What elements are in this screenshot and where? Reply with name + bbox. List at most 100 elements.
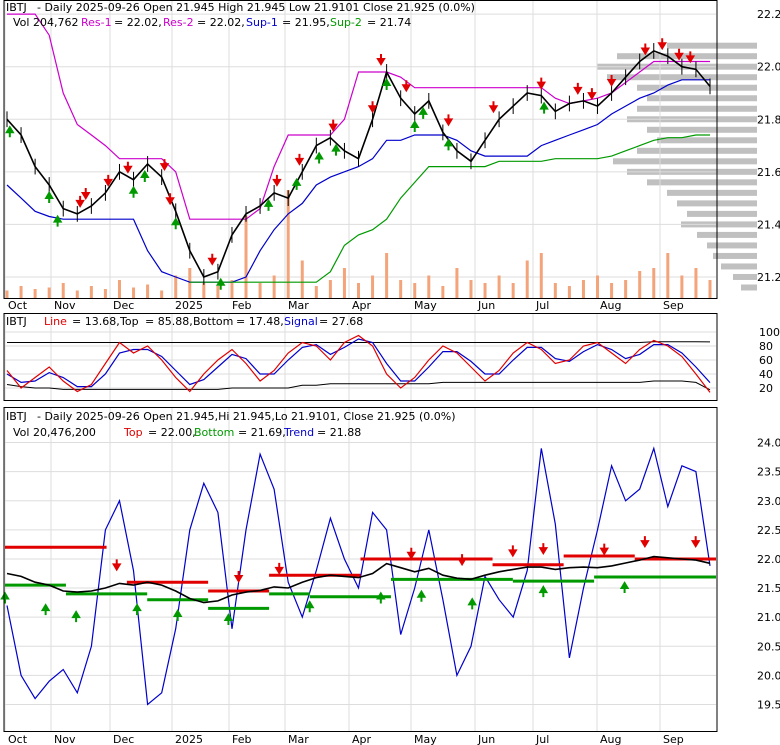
price-month-label: Nov: [54, 299, 76, 312]
volume-bar: [75, 290, 79, 298]
trend-month-label: Apr: [352, 733, 372, 745]
stoch-bottom-label: Bottom: [193, 315, 233, 328]
volume-profile-bar: [707, 242, 757, 249]
up-arrow: [291, 177, 302, 190]
volume-profile-bar: [697, 231, 757, 238]
down-arrow: [606, 74, 617, 87]
price-y-tick-label: 22.2: [757, 8, 780, 21]
volume-bar: [258, 283, 262, 298]
price-month-label: Oct: [8, 299, 28, 312]
down-arrow: [75, 195, 85, 208]
volume-profile-bar: [637, 147, 757, 154]
up-arrow: [170, 217, 181, 230]
up-arrow: [539, 101, 549, 114]
volume-bar: [497, 275, 501, 298]
stoch-series: [6, 334, 711, 393]
price-month-label: Sep: [663, 299, 684, 312]
volume-bar: [300, 260, 304, 298]
trend-oscillator-line: [6, 446, 711, 706]
trend-y-tick-label: 20.0: [757, 669, 780, 682]
res2-value: = 22.02,: [197, 16, 245, 29]
trend-y-tick-label: 21.5: [757, 582, 780, 595]
trend-price-line: [6, 555, 711, 604]
volume-bar: [652, 268, 656, 298]
down-arrow: [233, 571, 244, 583]
trend-trend-value: = 21.88: [317, 426, 361, 439]
stoch-main-line: [6, 334, 711, 393]
volume-bar: [216, 286, 220, 298]
volume-bar: [371, 275, 375, 298]
up-arrow: [538, 585, 549, 598]
volume-profile-bar: [647, 126, 757, 133]
trend-month-label: Nov: [54, 733, 76, 745]
trend-y-tick-label: 24.0: [757, 437, 780, 450]
down-arrow: [165, 193, 175, 206]
up-arrow: [376, 591, 386, 604]
volume-bar: [455, 268, 459, 298]
volume-profile-bar: [681, 221, 757, 228]
price-month-label: May: [414, 299, 437, 312]
stoch-y-tick-label: 100: [759, 326, 780, 339]
trend-month-labels: Oct Nov Dec 2025 Feb Mar Apr May Jun Jul Aug Sep: [8, 733, 684, 745]
price-month-label: Apr: [352, 299, 372, 312]
volume-bar: [399, 280, 403, 298]
down-arrow: [272, 174, 282, 187]
volume-bar: [244, 215, 248, 298]
down-arrow: [274, 562, 285, 575]
volume-bar: [694, 268, 698, 298]
stoch-signal-line: [6, 338, 711, 388]
volume-bar: [286, 190, 290, 298]
res1-label: Res-1: [81, 16, 112, 29]
volume-bar: [581, 280, 585, 298]
price-y-tick-label: 22.0: [757, 61, 780, 74]
stoch-y-tick-label: 20: [759, 382, 773, 395]
trend-bottom-value: = 21.69,: [238, 426, 286, 439]
sup2-label: Sup-2: [330, 16, 362, 29]
down-arrow: [294, 153, 305, 166]
down-arrow: [640, 43, 651, 56]
sup1-line: [6, 79, 710, 283]
volume-bar: [19, 286, 23, 298]
volume-bar: [385, 253, 389, 298]
trend-gridlines: [4, 408, 716, 731]
down-arrow: [508, 545, 518, 558]
volume-profile-bar: [667, 189, 757, 196]
volume-bars: [5, 190, 712, 298]
trend-arrows: [0, 536, 701, 626]
trend-series: [5, 446, 716, 706]
volume-profile-bar: [713, 252, 757, 259]
price-panel: IBTJ - Daily 2025-09-26 Open 21.945 High…: [3, 0, 780, 312]
price-month-label: Dec: [113, 299, 134, 312]
stoch-y-tick-label: 60: [759, 354, 773, 367]
volume-bar: [5, 290, 9, 298]
up-arrow: [304, 600, 315, 613]
up-arrow: [331, 143, 341, 156]
up-arrow: [140, 170, 150, 182]
down-arrow: [457, 554, 467, 567]
down-arrow: [376, 53, 386, 66]
trend-y-tick-label: 22.0: [757, 553, 780, 566]
down-arrow: [536, 77, 547, 90]
down-arrow: [367, 101, 378, 114]
price-y-tick-label: 21.2: [757, 271, 780, 284]
up-arrow: [52, 214, 63, 227]
trend-header-ticker: IBTJ: [6, 410, 27, 423]
volume-profile-bar: [637, 105, 757, 112]
stoch-line-value: = 13.68,: [72, 315, 120, 328]
trend-month-label: Dec: [113, 733, 134, 745]
volume-bar: [624, 280, 628, 298]
down-arrow: [640, 536, 650, 549]
up-arrow: [416, 589, 427, 602]
stoch-header-ticker: IBTJ: [6, 315, 27, 328]
down-arrow: [538, 543, 549, 556]
volume-bar: [342, 268, 346, 298]
down-arrow: [443, 114, 454, 127]
up-arrow: [40, 603, 51, 616]
price-month-label: Jul: [535, 299, 549, 312]
volume-bar: [314, 286, 318, 298]
down-arrow: [657, 38, 667, 51]
up-arrow: [172, 609, 183, 621]
trend-month-label: May: [414, 733, 437, 745]
